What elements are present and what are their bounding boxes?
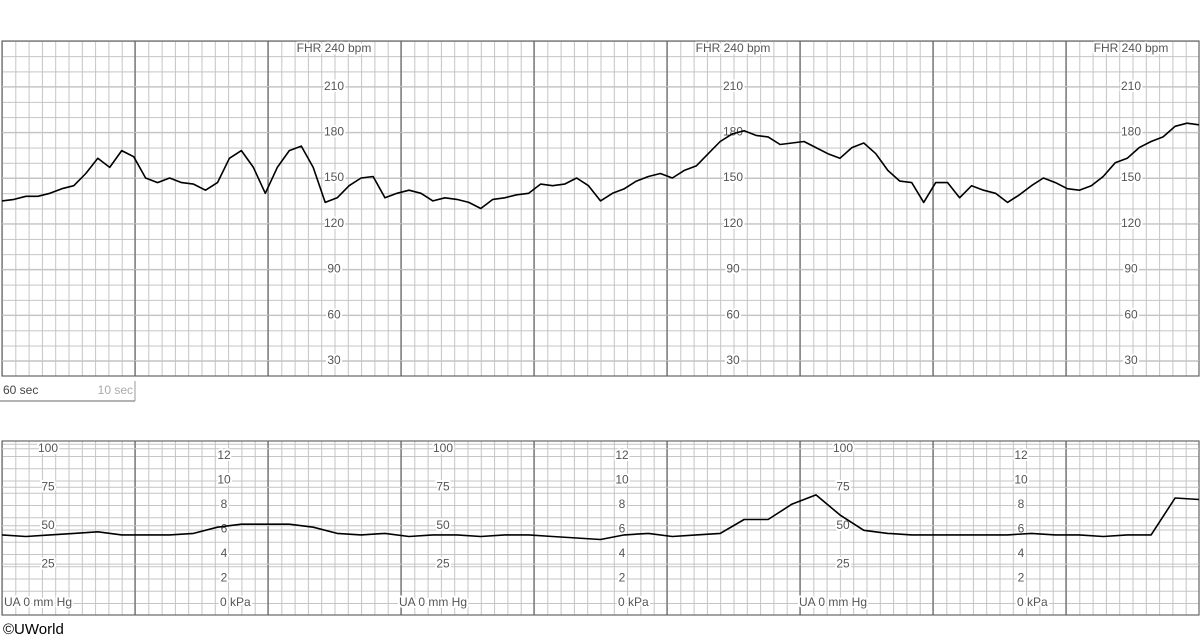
y-tick-label: 150 xyxy=(1121,170,1141,184)
panel-title: FHR 240 bpm xyxy=(1094,41,1169,55)
panel-title: FHR 240 bpm xyxy=(696,41,771,55)
y2-tick-label: 4 xyxy=(619,546,626,560)
y-tick-label: 90 xyxy=(1124,262,1138,276)
y-tick-label: 210 xyxy=(324,79,344,93)
copyright: ©UWorld xyxy=(3,621,64,638)
y-tick-label: 100 xyxy=(433,441,453,455)
ua-grid xyxy=(2,441,1199,615)
y-tick-label: 25 xyxy=(41,556,55,570)
y-tick-label: 75 xyxy=(436,479,450,493)
y2-tick-label: 2 xyxy=(221,570,228,584)
y2-tick-label: 4 xyxy=(221,546,228,560)
y-tick-label: 75 xyxy=(836,479,850,493)
y2-tick-label: 10 xyxy=(1014,472,1028,486)
y-tick-label: 90 xyxy=(726,262,740,276)
y2-tick-label: 6 xyxy=(221,521,228,535)
y2-tick-label: 10 xyxy=(615,472,629,486)
y-tick-label: 60 xyxy=(1124,307,1138,321)
y-tick-label: 50 xyxy=(436,518,450,532)
y-tick-label: 150 xyxy=(324,170,344,184)
y-tick-label: 75 xyxy=(41,479,55,493)
y2-tick-label: 12 xyxy=(1014,448,1028,462)
ua-frame xyxy=(1,440,1200,616)
trace-line xyxy=(1,122,1200,210)
y-tick-label: 100 xyxy=(833,441,853,455)
y2-tick-label: 8 xyxy=(221,497,228,511)
y-tick-label: 25 xyxy=(436,556,450,570)
y2-tick-label: 12 xyxy=(615,448,629,462)
y-tick-label: 180 xyxy=(723,125,743,139)
y2-tick-label: 8 xyxy=(619,497,626,511)
fhr-frame xyxy=(1,40,1200,377)
y-tick-label: 60 xyxy=(726,307,740,321)
y-tick-label: 120 xyxy=(723,216,743,230)
y2-tick-label: 12 xyxy=(217,448,231,462)
y2-tick-label: 8 xyxy=(1018,497,1025,511)
y-tick-label: 30 xyxy=(726,353,740,367)
y2-tick-label: 2 xyxy=(1018,570,1025,584)
y2-tick-label: 6 xyxy=(1018,521,1025,535)
y-tick-label: 150 xyxy=(723,170,743,184)
y-tick-label: 60 xyxy=(327,307,341,321)
y2-tick-label: 10 xyxy=(217,472,231,486)
y2-title: 0 kPa xyxy=(618,595,649,609)
panel-title: FHR 240 bpm xyxy=(297,41,372,55)
panel-title: UA 0 mm Hg xyxy=(4,595,72,609)
y-tick-label: 210 xyxy=(1121,79,1141,93)
y-tick-label: 120 xyxy=(1121,216,1141,230)
y-tick-label: 90 xyxy=(327,262,341,276)
y-tick-label: 210 xyxy=(723,79,743,93)
y-tick-label: 25 xyxy=(836,556,850,570)
y-tick-label: 180 xyxy=(324,125,344,139)
y2-tick-label: 6 xyxy=(619,521,626,535)
fhr-grid xyxy=(2,41,1199,376)
y2-title: 0 kPa xyxy=(1017,595,1048,609)
scale-major-label: 60 sec xyxy=(3,383,38,397)
y-tick-label: 30 xyxy=(327,353,341,367)
trace-line xyxy=(1,494,1200,541)
y2-tick-label: 4 xyxy=(1018,546,1025,560)
scale-minor-label: 10 sec xyxy=(98,383,133,397)
y-tick-label: 120 xyxy=(324,216,344,230)
panel-title: UA 0 mm Hg xyxy=(399,595,467,609)
major-lines xyxy=(134,41,1067,615)
y2-title: 0 kPa xyxy=(220,595,251,609)
panel-title: UA 0 mm Hg xyxy=(799,595,867,609)
y-tick-label: 30 xyxy=(1124,353,1138,367)
y-tick-label: 100 xyxy=(38,441,58,455)
y2-tick-label: 2 xyxy=(619,570,626,584)
y-tick-label: 180 xyxy=(1121,125,1141,139)
y-tick-label: 50 xyxy=(41,518,55,532)
